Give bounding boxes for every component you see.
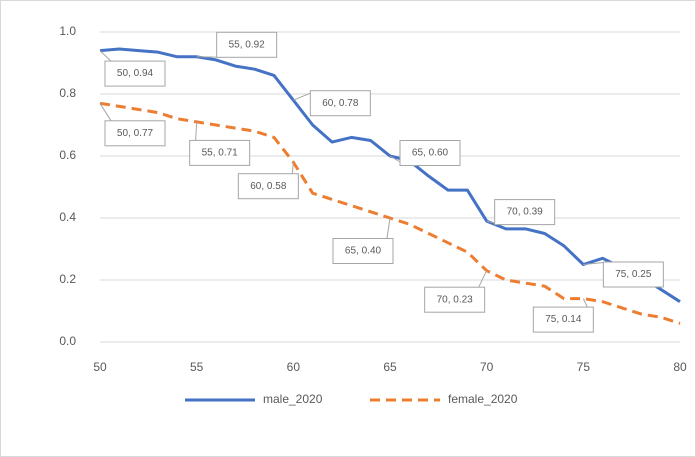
- callout-label: 50, 0.77: [117, 128, 154, 139]
- callout-label: 70, 0.23: [437, 294, 474, 305]
- callout-pointer: [195, 121, 198, 141]
- y-tick-label: 0.6: [59, 148, 76, 162]
- callout-label: 75, 0.25: [615, 269, 652, 280]
- callout-label: 50, 0.94: [117, 68, 154, 79]
- callout-label: 65, 0.40: [345, 246, 382, 257]
- x-tick-label: 70: [480, 360, 494, 374]
- callout-box: [424, 286, 486, 313]
- y-tick-label: 1.0: [59, 24, 76, 38]
- callout-label: 70, 0.39: [507, 207, 544, 218]
- callout-pointer: [99, 50, 112, 62]
- callout-box: [104, 120, 166, 147]
- callout-box: [494, 199, 556, 226]
- legend-label: male_2020: [263, 392, 323, 406]
- x-tick-label: 50: [93, 360, 107, 374]
- callout-box: [602, 261, 664, 288]
- callout-box: [104, 60, 166, 87]
- x-tick-label: 55: [190, 360, 204, 374]
- callout-box: [216, 31, 278, 58]
- callout-pointer: [99, 103, 112, 122]
- callout-box: [309, 90, 371, 117]
- x-tick-label: 80: [673, 360, 687, 374]
- callout-pointer: [478, 270, 488, 288]
- callout-pointer: [291, 162, 294, 174]
- y-tick-label: 0.4: [59, 210, 76, 224]
- callout-box: [332, 238, 394, 264]
- callout-box: [532, 306, 594, 333]
- y-tick-label: 0.0: [59, 334, 76, 348]
- y-tick-label: 0.2: [59, 272, 76, 286]
- callout-box: [189, 139, 251, 166]
- callout-label: 65, 0.60: [412, 148, 449, 159]
- x-tick-label: 65: [383, 360, 397, 374]
- callout-label: 60, 0.58: [250, 181, 287, 192]
- y-tick-label: 0.8: [59, 86, 76, 100]
- callout-pointer: [386, 217, 391, 239]
- callout-label: 75, 0.14: [545, 314, 582, 325]
- callout-label: 55, 0.71: [202, 148, 239, 159]
- callout-box: [237, 173, 299, 200]
- callout-pointer: [582, 298, 588, 308]
- callout-label: 55, 0.92: [229, 39, 266, 50]
- x-tick-label: 60: [287, 360, 301, 374]
- callout-label: 60, 0.78: [322, 98, 359, 109]
- x-tick-label: 75: [577, 360, 591, 374]
- legend-label: female_2020: [448, 392, 518, 406]
- callout-box: [399, 140, 461, 166]
